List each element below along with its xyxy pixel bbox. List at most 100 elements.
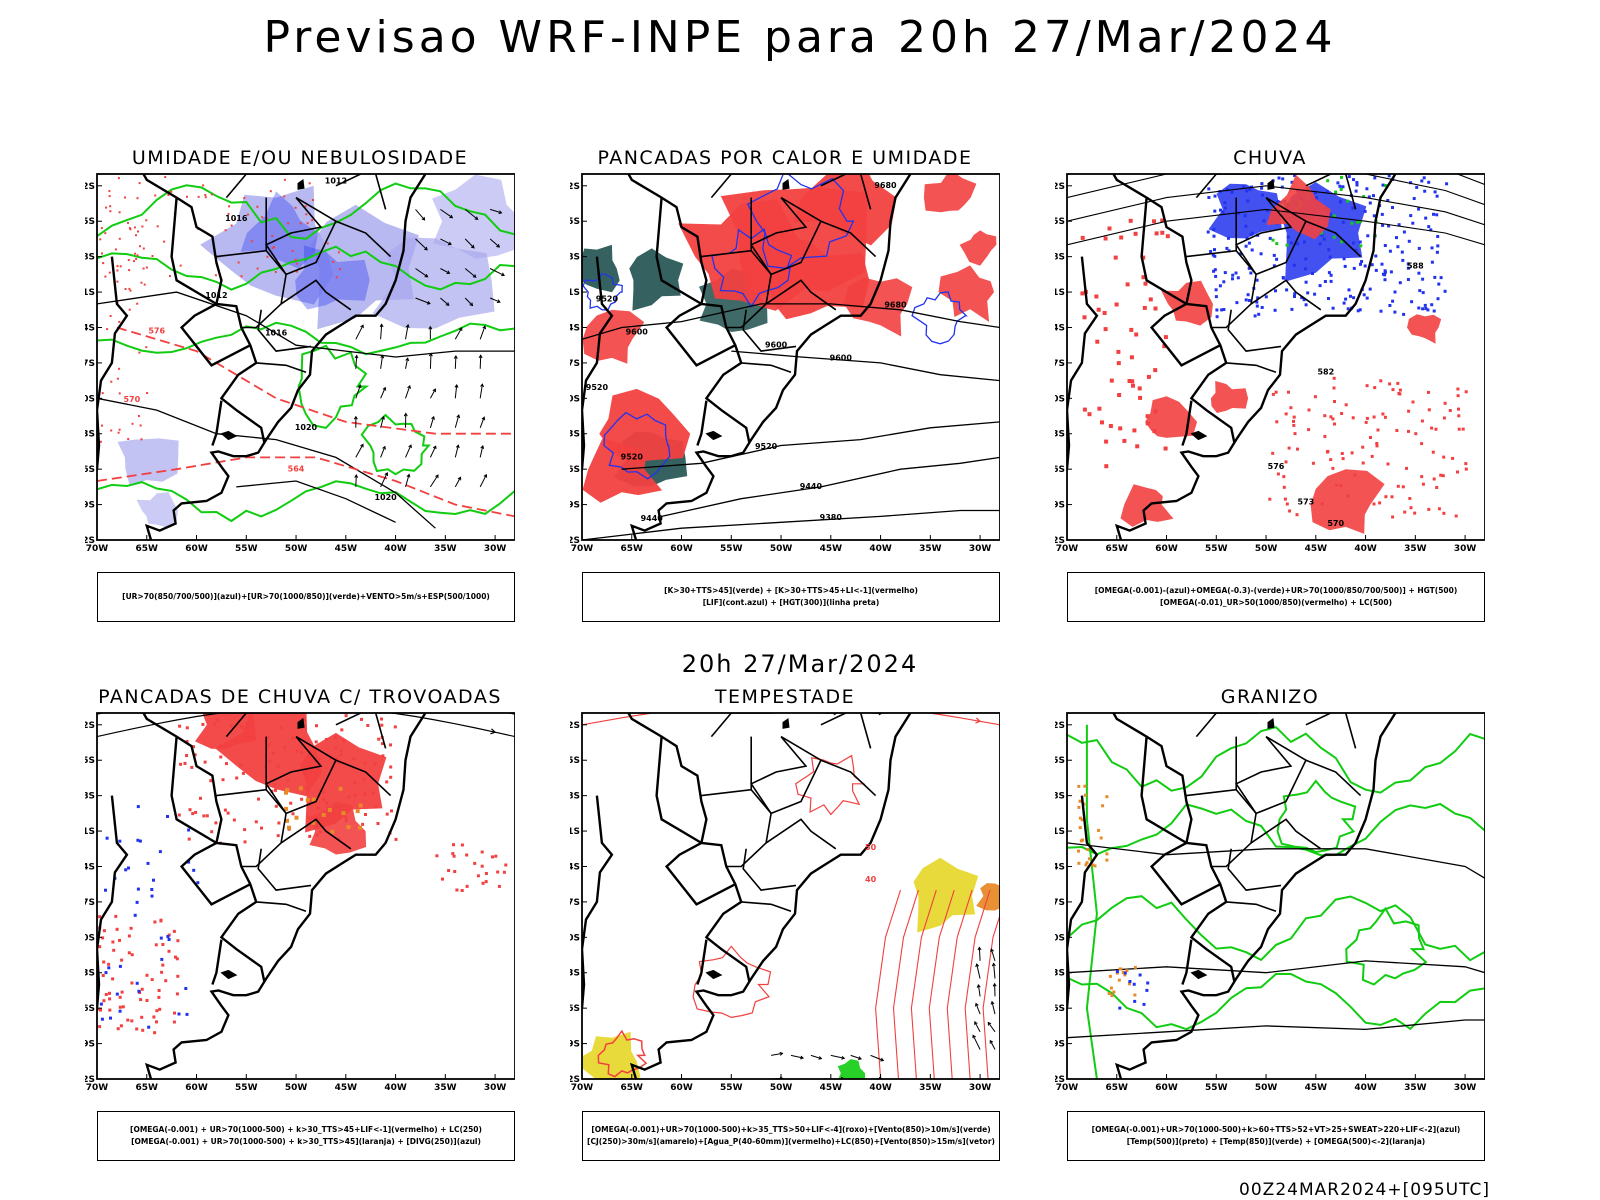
wind-vector (870, 1054, 884, 1061)
wind-vector-head (454, 383, 459, 388)
field-speck (102, 960, 106, 964)
field-speck (1094, 294, 1099, 299)
wind-vector (429, 353, 432, 369)
field-speck (1160, 218, 1165, 223)
field-speck (353, 781, 357, 785)
country-border (97, 256, 129, 473)
wind-vector (850, 1054, 862, 1060)
lifted-index-contour (911, 291, 968, 345)
field-speck (145, 973, 149, 977)
field-speck (187, 828, 191, 832)
main-title: Previsao WRF-INPE para 20h 27/Mar/2024 (263, 12, 1337, 63)
temp-500-contour (1067, 960, 1485, 974)
field-speck (380, 717, 383, 721)
field-speck (1352, 296, 1356, 300)
field-speck (1283, 497, 1287, 501)
wind-vector-head (354, 474, 359, 478)
field-speck (1430, 246, 1434, 250)
field-speck (1387, 224, 1391, 228)
field-speck (308, 182, 311, 185)
wind-vector (380, 446, 386, 458)
field-speck (1078, 799, 1082, 803)
wind-vector (415, 209, 425, 221)
field-speck (177, 1012, 181, 1016)
rain-area-red (1145, 396, 1198, 438)
streamline (97, 713, 515, 738)
field-speck (1386, 462, 1390, 466)
field-speck (283, 195, 286, 198)
field-speck (1386, 199, 1390, 202)
field-speck (209, 779, 213, 783)
legend-line: [LIF](cont.azul) + [HGT(300)](linha pret… (702, 598, 880, 607)
field-speck (183, 761, 187, 765)
wind-vector-head (431, 415, 435, 420)
field-speck (497, 884, 501, 888)
field-speck (452, 854, 456, 858)
field-speck (101, 424, 103, 427)
temp-850-contour (1067, 973, 1485, 1031)
contour-label: 582 (1317, 368, 1334, 377)
rain-area-red (1120, 484, 1174, 527)
lat-tick-label: 15S (1055, 217, 1065, 227)
streamline-arrow (292, 705, 296, 710)
field-speck (1390, 495, 1394, 499)
field-speck (274, 271, 277, 273)
streamline-arrow (490, 706, 495, 711)
field-speck (1323, 280, 1327, 283)
lon-tick-label: 65W (621, 544, 644, 554)
field-speck (1323, 435, 1327, 438)
field-speck (1361, 461, 1365, 465)
wind-vector-head (458, 327, 463, 331)
field-speck (266, 217, 269, 220)
field-speck (127, 221, 129, 224)
wind-vector-head (403, 412, 408, 417)
contour-label: 576 (148, 326, 165, 335)
wind-vector (945, 713, 947, 714)
field-speck (109, 315, 112, 317)
field-speck (344, 815, 348, 819)
field-speck (131, 422, 134, 425)
field-speck (1119, 235, 1124, 240)
wind-vector-head (991, 962, 996, 967)
field-speck (1313, 395, 1317, 399)
isobar (97, 397, 436, 529)
field-speck (145, 266, 148, 269)
field-speck (1281, 177, 1285, 181)
wind-vector (464, 238, 475, 249)
field-speck (128, 308, 131, 311)
field-speck (1391, 206, 1394, 209)
field-speck (376, 822, 380, 825)
field-speck (1372, 502, 1376, 506)
field-speck (1105, 858, 1109, 862)
state-border (374, 174, 387, 210)
field-speck (1335, 483, 1339, 487)
state-border (1195, 174, 1259, 199)
field-speck (1083, 793, 1087, 797)
field-speck (361, 822, 365, 826)
wind-vector-head (857, 1056, 862, 1060)
field-speck (118, 320, 121, 323)
field-speck (1388, 249, 1392, 253)
wind-vector-head (357, 384, 362, 389)
field-speck (1374, 268, 1378, 272)
field-speck (1109, 986, 1113, 990)
field-speck (1246, 293, 1250, 297)
field-speck (1318, 284, 1322, 288)
wind-vector-head (432, 445, 437, 450)
field-speck (1083, 784, 1087, 788)
field-speck (197, 195, 200, 198)
field-speck (1355, 183, 1359, 187)
country-border (170, 736, 251, 906)
field-speck (1443, 289, 1447, 293)
field-speck (1422, 176, 1426, 180)
field-speck (1152, 219, 1156, 224)
field-speck (160, 957, 164, 961)
field-speck (502, 870, 506, 874)
lon-tick-label: 70W (571, 1083, 594, 1093)
wind-vector-head (989, 1039, 994, 1044)
field-speck (1383, 278, 1387, 282)
field-speck (108, 991, 111, 995)
field-speck (381, 742, 384, 746)
field-speck (147, 1025, 151, 1029)
field-speck (1311, 461, 1315, 465)
